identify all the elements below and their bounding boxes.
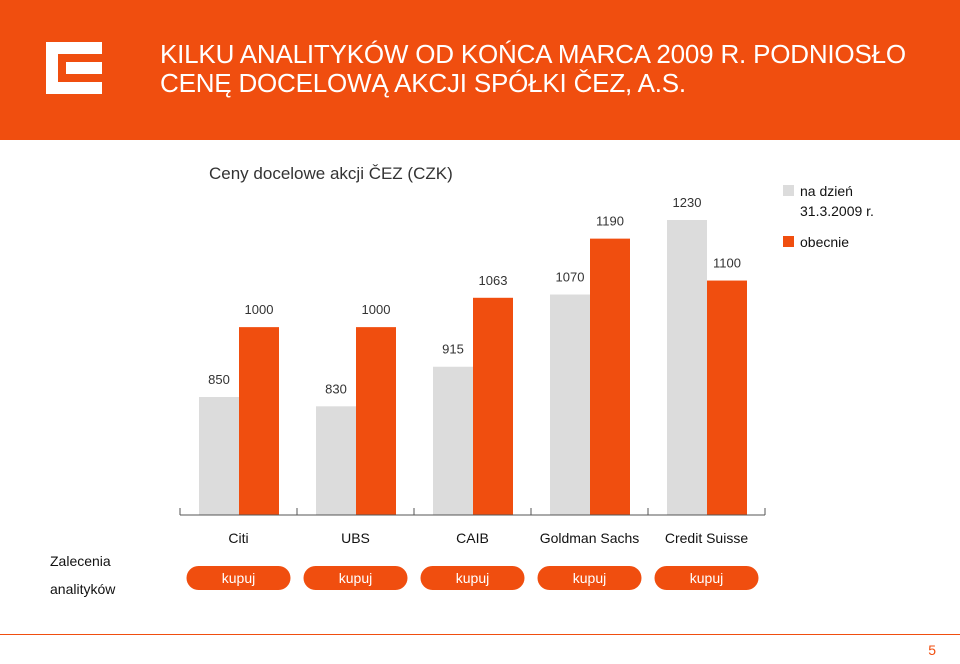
category-label-3: Goldman Sachs: [540, 530, 640, 546]
chart-title: Ceny docelowe akcji ČEZ (CZK): [209, 164, 453, 183]
header-bar: KILKU ANALITYKÓW OD KOŃCA MARCA 2009 R. …: [0, 0, 960, 140]
bar-current-1: [356, 327, 396, 515]
bar-previous-0: [199, 397, 239, 515]
bar-current-0: [239, 327, 279, 515]
data-label-previous-4: 1230: [673, 195, 702, 210]
bars-group: 850 1000 830 1000 915 1063 1070 1190 1230 1100: [199, 195, 747, 515]
legend-swatch-previous: [783, 185, 794, 196]
data-label-current-0: 1000: [245, 302, 274, 317]
category-axis-ticks: [179, 508, 766, 515]
chart-legend: na dzień 31.3.2009 r. obecnie: [783, 183, 874, 250]
page-number: 5: [928, 642, 936, 658]
recommendation-text-2: kupuj: [456, 570, 489, 586]
bar-current-3: [590, 238, 630, 515]
category-label-1: UBS: [341, 530, 370, 546]
page-title-line-2: CENĘ DOCELOWĄ AKCJI SPÓŁKI ČEZ, A.S.: [160, 68, 686, 98]
recommendation-text-1: kupuj: [339, 570, 372, 586]
bar-previous-3: [550, 294, 590, 515]
bar-previous-1: [316, 406, 356, 515]
recommendation-text-4: kupuj: [690, 570, 723, 586]
footer-divider: [0, 634, 960, 664]
data-label-previous-1: 830: [325, 381, 347, 396]
recommendation-pill-2: [420, 566, 525, 590]
bar-current-2: [473, 297, 513, 515]
data-label-previous-0: 850: [208, 372, 230, 387]
recommendation-label-line-2: analityków: [50, 581, 116, 597]
data-label-current-2: 1063: [479, 273, 508, 288]
category-label-4: Credit Suisse: [665, 530, 748, 546]
bar-current-4: [707, 280, 747, 515]
data-label-current-3: 1190: [596, 214, 624, 229]
data-label-current-1: 1000: [362, 302, 391, 317]
data-label-current-4: 1100: [713, 256, 741, 271]
data-label-previous-3: 1070: [556, 270, 585, 285]
recommendation-pill-0: [186, 566, 291, 590]
bar-previous-4: [667, 220, 707, 515]
cez-logo-icon: [46, 42, 102, 94]
recommendation-label-line-1: Zalecenia: [50, 553, 111, 569]
legend-swatch-current: [783, 236, 794, 247]
recommendation-pill-4: [654, 566, 759, 590]
target-price-chart: Ceny docelowe akcji ČEZ (CZK) 850 1000 830…: [50, 164, 874, 597]
legend-label-current: obecnie: [800, 234, 849, 250]
category-labels: Citi UBS CAIB Goldman Sachs Credit Suisse: [228, 530, 748, 546]
page-title-line-1: KILKU ANALITYKÓW OD KOŃCA MARCA 2009 R. …: [160, 39, 906, 69]
legend-label-previous-line-1: na dzień: [800, 183, 853, 199]
category-label-0: Citi: [228, 530, 248, 546]
recommendation-pill-1: [303, 566, 408, 590]
recommendation-pills: kupuj kupuj kupuj kupuj kupuj: [186, 566, 759, 590]
data-label-previous-2: 915: [442, 342, 464, 357]
recommendation-text-3: kupuj: [573, 570, 606, 586]
bar-previous-2: [433, 366, 473, 515]
recommendation-pill-3: [537, 566, 642, 590]
recommendation-text-0: kupuj: [222, 570, 255, 586]
legend-label-previous-line-2: 31.3.2009 r.: [800, 203, 874, 219]
page-title: KILKU ANALITYKÓW OD KOŃCA MARCA 2009 R. …: [160, 40, 940, 98]
category-label-2: CAIB: [456, 530, 489, 546]
